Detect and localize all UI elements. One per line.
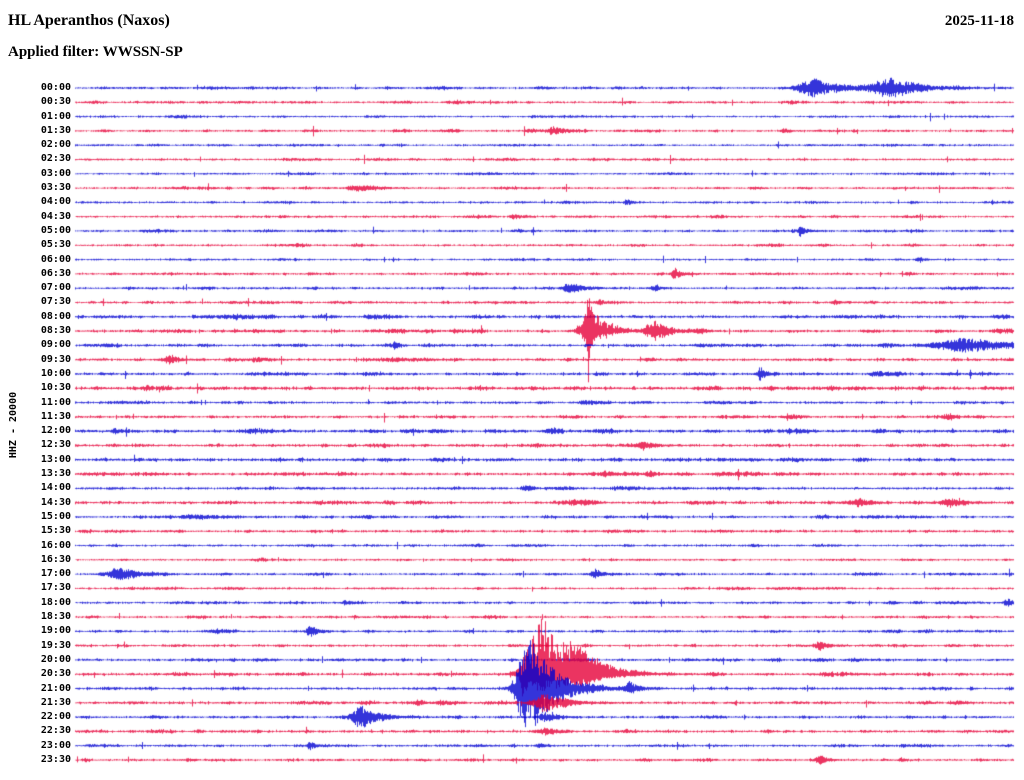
seismogram-page: HL Aperanthos (Naxos) 2025-11-18 Applied… <box>0 0 1024 780</box>
seismogram-canvas <box>0 0 1024 780</box>
